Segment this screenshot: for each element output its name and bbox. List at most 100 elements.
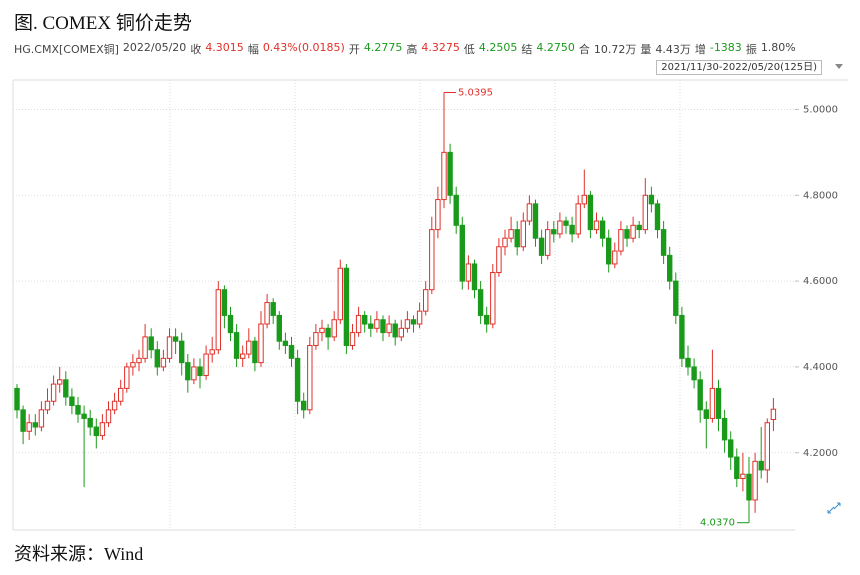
- y-tick-label: 5.0000: [803, 104, 838, 115]
- candle-body: [258, 323, 264, 364]
- zoom-icon[interactable]: [827, 502, 841, 514]
- candle-body: [69, 396, 75, 407]
- candle-body: [398, 327, 405, 338]
- candle-body: [44, 400, 51, 411]
- candle-body: [471, 263, 478, 291]
- candle-body: [355, 314, 362, 334]
- candle-body: [179, 340, 185, 364]
- candle-body: [484, 314, 490, 325]
- info-item: 4.3015: [205, 41, 244, 54]
- candle-body: [368, 323, 374, 329]
- candle-body: [99, 422, 106, 437]
- candle-body: [331, 319, 337, 338]
- candle-body: [435, 199, 441, 231]
- candle-body: [227, 314, 234, 334]
- candle-body: [246, 340, 252, 355]
- candle-body: [416, 310, 423, 325]
- candle-body: [203, 353, 209, 377]
- quote-info: HG.CMX[COMEX铜] 2022/05/20 收 4.3015 幅 0.43%(0.…: [14, 41, 800, 57]
- candle-body: [93, 426, 99, 437]
- candle-body: [612, 250, 618, 265]
- candle-body: [252, 340, 258, 364]
- candle-body: [538, 237, 545, 256]
- candle-body: [404, 319, 411, 329]
- candle-body: [38, 409, 45, 428]
- candle-body: [551, 229, 557, 235]
- candle-body: [563, 220, 569, 226]
- candle-body: [587, 194, 594, 231]
- candle-body: [374, 319, 380, 329]
- candle-body: [599, 220, 606, 239]
- candle-body: [307, 344, 313, 411]
- info-item: 4.3275: [421, 41, 460, 54]
- candle-body: [502, 237, 508, 248]
- candle-body: [581, 194, 587, 205]
- candle-body: [301, 400, 307, 411]
- candle-body: [81, 413, 87, 419]
- info-item: -1383: [709, 41, 742, 54]
- candle-body: [185, 362, 191, 381]
- info-item: 4.2505: [478, 41, 518, 54]
- candle-body: [142, 336, 148, 359]
- candle-body: [569, 224, 575, 235]
- candle-body: [526, 203, 533, 222]
- candle-body: [191, 366, 197, 381]
- y-tick-label: 4.2000: [803, 448, 838, 459]
- candle-body: [477, 289, 484, 316]
- date-range[interactable]: 2021/11/30-2022/05/20(125日): [656, 60, 822, 75]
- candle-body: [453, 194, 459, 226]
- candle-body: [282, 340, 289, 346]
- info-item: 结: [521, 43, 533, 56]
- y-tick-label: 4.4000: [803, 362, 838, 373]
- candle-body: [770, 408, 777, 420]
- info-item: HG.CMX[COMEX铜]: [14, 43, 119, 56]
- candle-body: [240, 353, 246, 359]
- candle-body: [709, 387, 716, 419]
- candle-body: [740, 473, 746, 480]
- candle-body: [636, 224, 642, 231]
- candle-body: [721, 417, 728, 441]
- candle-body: [532, 203, 539, 239]
- candle-body: [734, 456, 740, 480]
- candle-body: [87, 417, 93, 428]
- info-item: 量: [640, 43, 652, 56]
- candle-body: [429, 229, 435, 291]
- candle-body: [441, 151, 447, 201]
- candle-body: [209, 349, 215, 355]
- candle-body: [111, 400, 118, 411]
- candle-body: [294, 357, 301, 402]
- candle-body: [490, 272, 496, 325]
- y-tick-label: 4.8000: [803, 190, 838, 201]
- candle-body: [386, 323, 392, 334]
- source: 资料来源：Wind: [14, 544, 144, 564]
- candle-body: [337, 267, 344, 321]
- candle-body: [63, 379, 69, 398]
- candle-body: [465, 263, 472, 282]
- info-item: 4.43万: [655, 43, 691, 56]
- candle-body: [362, 314, 368, 325]
- candle-body: [691, 366, 697, 381]
- chart-title: 图. COMEX 铜价走势: [14, 13, 192, 34]
- dropdown-arrow[interactable]: [835, 64, 843, 69]
- info-item: 幅: [247, 43, 259, 56]
- candle-body: [764, 422, 770, 471]
- candle-body: [221, 289, 228, 316]
- candle-body: [508, 229, 514, 239]
- info-item: 收: [190, 43, 202, 56]
- candle-body: [14, 387, 20, 411]
- candle-body: [660, 229, 667, 256]
- candle-body: [654, 203, 661, 231]
- candle-body: [715, 387, 722, 419]
- candle-body: [392, 323, 398, 338]
- candle-body: [459, 224, 466, 282]
- candle-body: [673, 280, 679, 316]
- candle-body: [618, 229, 624, 252]
- candle-body: [325, 327, 331, 338]
- min-label: 4.0370: [700, 518, 735, 529]
- candle-body: [197, 366, 203, 377]
- candle-body: [349, 332, 356, 346]
- candle-body: [130, 362, 136, 368]
- candle-body: [118, 387, 124, 402]
- candle-body: [697, 379, 703, 411]
